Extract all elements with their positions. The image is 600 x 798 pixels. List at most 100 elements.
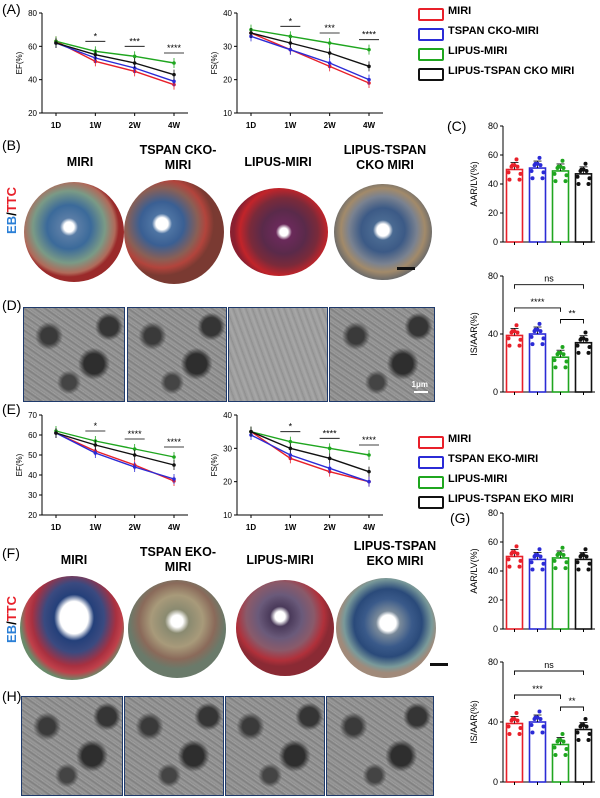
bar-dot	[509, 164, 514, 169]
y-tick-label: 0	[493, 777, 498, 787]
scale-bar-d	[414, 391, 428, 393]
bar-dot	[506, 336, 511, 341]
heart-image-f4	[336, 578, 436, 678]
bar-dot	[537, 321, 542, 326]
bar-dot	[515, 551, 520, 556]
legend-swatch-blue	[418, 456, 444, 469]
series-line	[250, 430, 370, 456]
series-line	[55, 42, 175, 76]
bar-dot	[558, 350, 563, 355]
legend-label: LIPUS-MIRI	[448, 473, 508, 485]
data-point	[172, 72, 176, 77]
y-tick-label: 40	[28, 76, 37, 85]
sig-label: *	[289, 16, 293, 26]
bar-dot	[507, 732, 512, 736]
series-line	[250, 434, 370, 483]
bar-dot	[576, 567, 581, 572]
bar-dot	[560, 345, 565, 350]
em-image-d3	[228, 307, 328, 402]
panel-label-d: (D)	[2, 297, 22, 313]
em-image-d2	[127, 307, 227, 402]
y-axis-label: EF(%)	[15, 51, 24, 74]
y-tick-label: 80	[488, 657, 498, 667]
legend-label: LIPUS-TSPAN EKO MIRI	[448, 493, 574, 505]
scale-bar-b	[397, 267, 415, 270]
sig-label: ****	[167, 43, 182, 53]
bar-dot	[538, 554, 543, 559]
bar-dot	[578, 168, 583, 173]
bar-dot	[555, 739, 560, 744]
bar-dot	[540, 730, 545, 735]
x-tick-label: 1D	[246, 121, 256, 130]
bar-dot	[518, 726, 523, 730]
bar-dot	[581, 553, 586, 558]
bar-dot	[583, 547, 588, 552]
series-line	[250, 35, 370, 81]
bar-dot	[561, 166, 566, 171]
row-b-header-4: LIPUS-TSPAN CKO MIRI	[343, 143, 427, 172]
legend-label: MIRI	[448, 5, 472, 17]
y-axis-label: IS/AAR(%)	[469, 312, 479, 356]
legend-bottom: MIRI TSPAN EKO-MIRI LIPUS-MIRI LIPUS-TSP…	[418, 428, 600, 518]
data-point	[132, 447, 137, 451]
bar-dot	[541, 170, 546, 175]
bar-dot	[581, 723, 586, 727]
x-tick-label: 1W	[284, 523, 296, 532]
legend-swatch-red	[418, 436, 444, 449]
bar-dot	[512, 717, 517, 721]
legend-swatch-green	[418, 476, 444, 489]
em-image-h2	[124, 696, 224, 796]
x-tick-label: 1D	[51, 523, 61, 532]
data-point	[172, 455, 176, 459]
bar-dot	[575, 174, 580, 179]
data-point	[367, 479, 371, 484]
bar-dot	[540, 176, 545, 181]
bar-dot	[517, 177, 522, 182]
scale-label-d: 1μm	[411, 380, 428, 389]
sig-label: ***	[129, 36, 140, 46]
data-point	[367, 469, 371, 474]
data-point	[327, 51, 332, 55]
bar-dot	[506, 170, 511, 175]
series-line	[55, 40, 175, 64]
legend-label: MIRI	[448, 433, 472, 445]
data-point	[327, 456, 332, 461]
y-tick-label: 50	[28, 451, 37, 460]
stain-label-slash: /	[4, 212, 19, 216]
series-line	[250, 32, 370, 67]
legend-swatch-blue	[418, 28, 444, 41]
x-tick-label: 1W	[284, 121, 296, 130]
heart-image-f1	[20, 576, 124, 680]
x-tick-label: 1W	[89, 523, 101, 532]
scale-bar-f	[430, 663, 448, 666]
bar-dot	[537, 709, 542, 714]
y-tick-label: 40	[488, 329, 498, 339]
legend-label: TSPAN EKO-MIRI	[448, 453, 539, 465]
data-point	[54, 41, 58, 45]
series-line	[250, 32, 370, 84]
series-line	[55, 432, 175, 466]
y-tick-label: 40	[488, 566, 498, 576]
bar-dot	[586, 567, 591, 572]
bar-dot	[514, 323, 519, 328]
data-point	[132, 465, 137, 469]
em-image-h3	[225, 696, 325, 796]
data-point	[288, 453, 293, 457]
y-axis-label: AAR/LV(%)	[469, 548, 479, 593]
stain-label-slash: /	[4, 621, 19, 625]
y-tick-label: 80	[488, 508, 498, 518]
data-point	[132, 61, 137, 65]
stain-label-ttc: TTC	[4, 187, 19, 213]
sig-label: *	[94, 31, 98, 41]
data-point	[327, 41, 332, 45]
bar-dot	[578, 554, 583, 559]
bar-dot	[561, 352, 566, 357]
bar-dot	[532, 554, 537, 559]
em-image-d4: 1μm	[329, 307, 435, 402]
bar-dot	[530, 567, 535, 572]
bar-dot	[515, 330, 520, 335]
series-line	[250, 28, 370, 51]
row-b-header-1: MIRI	[66, 155, 94, 169]
